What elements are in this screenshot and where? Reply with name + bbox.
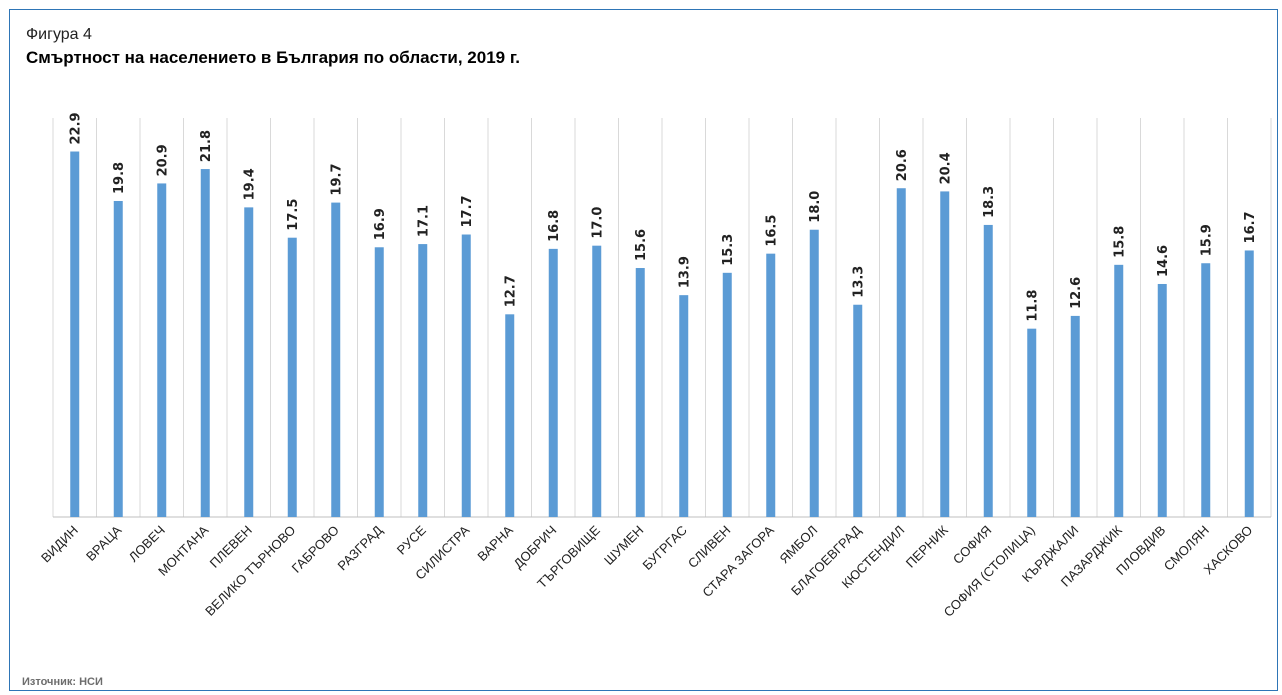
x-tick-label: ПЕРНИК bbox=[903, 522, 951, 570]
bar bbox=[1027, 328, 1037, 517]
data-label: 16.9 bbox=[373, 208, 388, 240]
bar bbox=[157, 183, 167, 517]
data-label: 17.7 bbox=[460, 195, 475, 227]
source-note: Източник: НСИ bbox=[22, 676, 103, 688]
x-tick-label: ВРАЦА bbox=[83, 522, 125, 564]
data-label: 17.0 bbox=[591, 207, 606, 239]
data-label: 19.7 bbox=[330, 164, 345, 196]
x-tick-label: ГАБРОВО bbox=[289, 523, 342, 576]
data-label: 15.9 bbox=[1200, 224, 1215, 256]
data-label: 22.9 bbox=[69, 112, 84, 144]
figure-label: Фигура 4 bbox=[26, 26, 92, 43]
data-label: 12.7 bbox=[504, 275, 519, 307]
data-label: 20.6 bbox=[895, 149, 910, 181]
data-label: 20.4 bbox=[939, 152, 954, 184]
data-label: 18.0 bbox=[808, 191, 823, 223]
data-label: 15.3 bbox=[721, 234, 736, 266]
bar bbox=[722, 272, 732, 517]
data-label: 21.8 bbox=[199, 130, 214, 162]
data-label: 15.8 bbox=[1113, 226, 1128, 258]
data-label: 16.8 bbox=[547, 210, 562, 242]
chart-title: Смъртност на населението в България по о… bbox=[26, 48, 520, 67]
x-tick-label: ЛОВЕЧ bbox=[126, 523, 168, 565]
bar bbox=[1114, 264, 1124, 517]
gridlines bbox=[52, 118, 1272, 517]
data-label: 13.3 bbox=[852, 266, 867, 298]
data-label: 19.4 bbox=[243, 168, 258, 200]
bar bbox=[200, 169, 210, 517]
bar bbox=[1201, 263, 1211, 517]
bar bbox=[635, 268, 645, 517]
bar bbox=[983, 224, 993, 517]
bar bbox=[461, 234, 471, 517]
x-tick-label: ВИДИН bbox=[38, 523, 81, 566]
data-labels: 22.9 19.8 20.9 21.8 19.4 17.5 19.7 16.9 17.1 17.7… bbox=[69, 112, 1259, 321]
bar bbox=[809, 229, 819, 517]
bar bbox=[548, 248, 558, 517]
x-tick-label: ВАРНА bbox=[474, 522, 516, 564]
data-label: 17.5 bbox=[286, 199, 301, 231]
x-tick-label: РАЗГРАД bbox=[335, 522, 386, 573]
bar bbox=[592, 245, 602, 517]
data-label: 11.8 bbox=[1026, 290, 1041, 322]
bar bbox=[853, 304, 863, 517]
bar bbox=[113, 200, 123, 517]
bar bbox=[1157, 283, 1167, 517]
data-label: 18.3 bbox=[982, 186, 997, 218]
bar bbox=[331, 202, 341, 517]
data-label: 12.6 bbox=[1069, 277, 1084, 309]
data-label: 19.8 bbox=[112, 162, 127, 194]
x-tick-label: СОФИЯ bbox=[950, 523, 994, 567]
data-label: 15.6 bbox=[634, 229, 649, 261]
x-tick-label: БУГРГАС bbox=[640, 523, 690, 573]
bar bbox=[896, 188, 906, 517]
data-label: 16.7 bbox=[1243, 211, 1258, 243]
x-tick-label: РУСЕ bbox=[394, 522, 429, 557]
data-label: 17.1 bbox=[417, 205, 432, 237]
bar bbox=[766, 253, 776, 517]
x-tick-label: ЯМБОЛ bbox=[776, 523, 820, 567]
bar bbox=[940, 191, 950, 517]
bar bbox=[287, 237, 297, 517]
bars bbox=[70, 151, 1254, 518]
bar bbox=[70, 151, 80, 518]
bar bbox=[505, 314, 515, 517]
data-label: 20.9 bbox=[156, 144, 171, 176]
bar bbox=[374, 247, 384, 517]
bar bbox=[1070, 315, 1080, 517]
bar bbox=[244, 207, 254, 517]
bar bbox=[1244, 250, 1254, 517]
bar bbox=[679, 295, 689, 517]
data-label: 14.6 bbox=[1156, 245, 1171, 277]
bar bbox=[418, 244, 428, 518]
data-label: 13.9 bbox=[678, 256, 693, 288]
data-label: 16.5 bbox=[765, 215, 780, 247]
